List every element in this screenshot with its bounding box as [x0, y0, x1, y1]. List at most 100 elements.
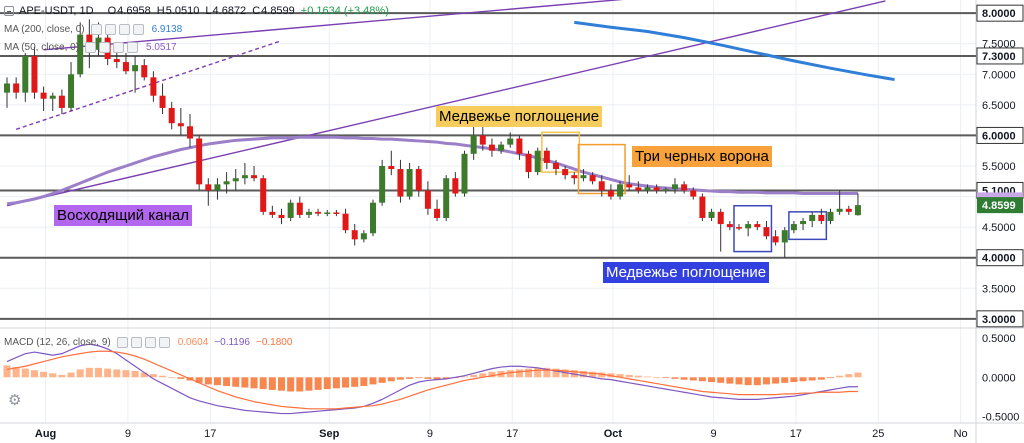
- candle: [415, 166, 422, 197]
- macd-bar: [177, 377, 185, 379]
- macd-bar: [241, 377, 249, 388]
- candle-body: [745, 224, 752, 229]
- channel-lower-line: [6, 0, 886, 207]
- candle: [635, 181, 642, 194]
- macd-bar: [58, 374, 66, 378]
- macd-bar: [149, 374, 157, 378]
- eye-icon[interactable]: [85, 41, 97, 53]
- macd-legend[interactable]: MACD (12, 26, close, 9) 0.0604 −0.1196 −…: [4, 335, 292, 349]
- candle: [296, 196, 303, 218]
- macd-bar: [76, 369, 84, 378]
- more-icon[interactable]: [132, 23, 144, 35]
- macd-bar: [781, 377, 789, 383]
- time-tick-label: Aug: [35, 428, 56, 440]
- candle-body: [223, 181, 230, 185]
- macd-bar: [278, 377, 285, 391]
- collapse-icon[interactable]: [4, 6, 14, 16]
- candle: [205, 178, 212, 206]
- candle: [360, 230, 367, 243]
- candle-body: [177, 123, 184, 127]
- eye-icon[interactable]: [90, 23, 102, 35]
- candle-body: [809, 214, 816, 222]
- candle-body: [305, 211, 312, 215]
- candle: [699, 193, 706, 222]
- candle-body: [498, 144, 505, 151]
- macd-bar: [653, 377, 661, 379]
- candle: [22, 52, 29, 102]
- candle-body: [141, 65, 148, 78]
- settings-icon[interactable]: [130, 336, 142, 348]
- macd-bar: [662, 377, 670, 379]
- low-label: L: [205, 5, 212, 17]
- candle: [324, 210, 331, 217]
- macd-bar: [250, 377, 258, 389]
- candle: [443, 175, 450, 222]
- macd-bar: [854, 372, 862, 378]
- settings-icon[interactable]: [104, 23, 116, 35]
- candle: [498, 141, 505, 154]
- candle-body: [452, 178, 459, 194]
- candle-body: [845, 208, 852, 212]
- macd-histogram: [3, 365, 862, 392]
- candle-body: [507, 138, 514, 145]
- ma200-controls[interactable]: [90, 23, 144, 35]
- macd-bar: [616, 374, 624, 378]
- candle-body: [269, 211, 276, 215]
- close-icon[interactable]: [118, 23, 130, 35]
- macd-bar: [113, 369, 121, 378]
- close-icon[interactable]: [113, 41, 125, 53]
- pattern-box-engulfing-top: [541, 131, 581, 173]
- candle-body: [562, 169, 569, 176]
- macd-bar: [296, 377, 304, 392]
- settings-icon[interactable]: [99, 41, 111, 53]
- eye-icon[interactable]: [116, 336, 128, 348]
- candle-body: [22, 55, 29, 93]
- candle: [214, 178, 221, 200]
- candle-body: [827, 211, 834, 222]
- candle-body: [553, 162, 559, 170]
- candle-body: [95, 37, 102, 50]
- macd-bar: [387, 377, 395, 382]
- annotation-ascending-channel: Восходящий канал: [54, 205, 192, 226]
- candle: [452, 172, 459, 197]
- candle: [141, 59, 148, 81]
- ma50-legend[interactable]: MA (50, close, 0) 5.0517: [4, 40, 177, 54]
- macd-controls[interactable]: [116, 336, 170, 348]
- candle-body: [214, 184, 221, 191]
- macd-bar: [159, 375, 167, 378]
- candle-body: [232, 178, 239, 182]
- candle: [827, 208, 834, 225]
- ma50-controls[interactable]: [85, 41, 139, 53]
- candle: [598, 175, 605, 197]
- macd-bar: [680, 377, 688, 380]
- candle-body: [406, 169, 413, 197]
- close-icon[interactable]: [144, 336, 156, 348]
- ma200-legend[interactable]: MA (200, close, 0) 6.9138: [4, 22, 182, 36]
- candle-body: [525, 153, 532, 173]
- candle: [177, 107, 184, 136]
- ma200-label: MA (200, close, 0): [4, 23, 85, 35]
- macd-bar: [634, 375, 642, 378]
- candle-body: [479, 135, 486, 145]
- macd-bar: [131, 370, 139, 378]
- candle-body: [818, 214, 825, 222]
- more-icon[interactable]: [127, 41, 139, 53]
- time-tick-label: 17: [790, 428, 802, 440]
- candle: [13, 77, 20, 99]
- candle-body: [49, 95, 56, 99]
- candle: [58, 89, 65, 115]
- time-tick-label: 9: [125, 428, 131, 440]
- macd-bar: [762, 377, 770, 385]
- macd-bar: [40, 371, 48, 378]
- candle-body: [324, 212, 331, 214]
- candle-body: [763, 227, 770, 237]
- macd-bar: [195, 377, 203, 383]
- macd-label: MACD (12, 26, close, 9): [4, 336, 111, 348]
- settings-gear-icon[interactable]: ⚙: [8, 392, 22, 409]
- macd-tick-label: 0.5000: [982, 333, 1016, 345]
- candle-body: [40, 92, 47, 99]
- candle: [31, 46, 38, 99]
- candle-body: [635, 187, 642, 191]
- more-icon[interactable]: [158, 336, 170, 348]
